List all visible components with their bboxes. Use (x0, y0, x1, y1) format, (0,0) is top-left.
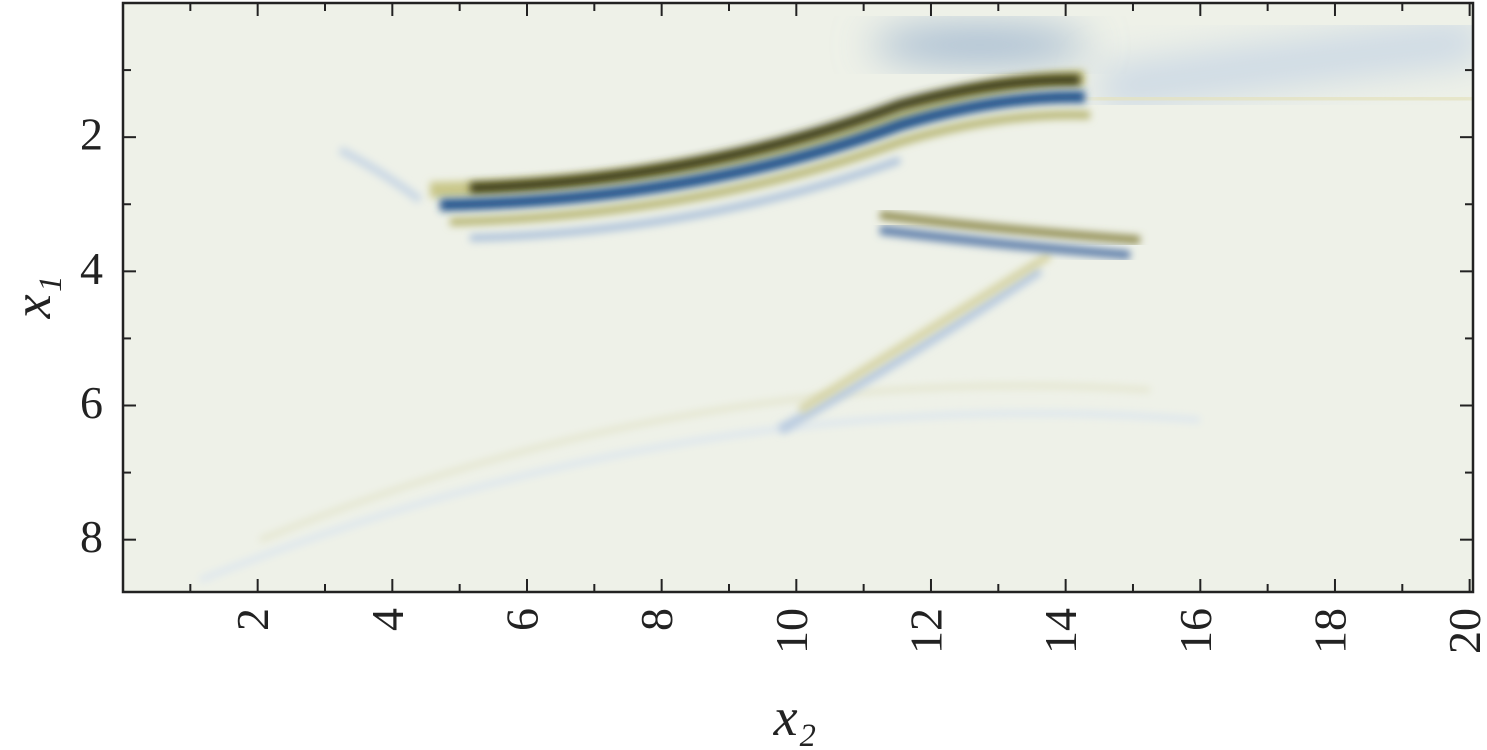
x-tick-label: 14 (1035, 608, 1086, 654)
x-axis-label: x₂ (773, 687, 817, 747)
x-tick-label: 20 (1439, 608, 1487, 654)
y-tick-label: 8 (80, 511, 103, 562)
x-tick-label: 16 (1170, 608, 1221, 654)
y-axis-label: x₁ (2, 276, 62, 320)
y-tick-label: 6 (80, 377, 103, 428)
plot-frame (121, 1, 1475, 594)
x-tick-label: 2 (227, 608, 278, 631)
y-tick-label: 2 (80, 109, 103, 160)
x-tick-label: 4 (362, 608, 413, 631)
x-tick-label: 6 (497, 608, 548, 631)
seismic-image (123, 3, 1473, 592)
x-tick-label: 12 (901, 608, 952, 654)
x-tick-label: 18 (1305, 608, 1356, 654)
x-tick-label: 10 (766, 608, 817, 654)
x-tick-label: 8 (631, 608, 682, 631)
y-tick-label: 4 (80, 243, 103, 294)
